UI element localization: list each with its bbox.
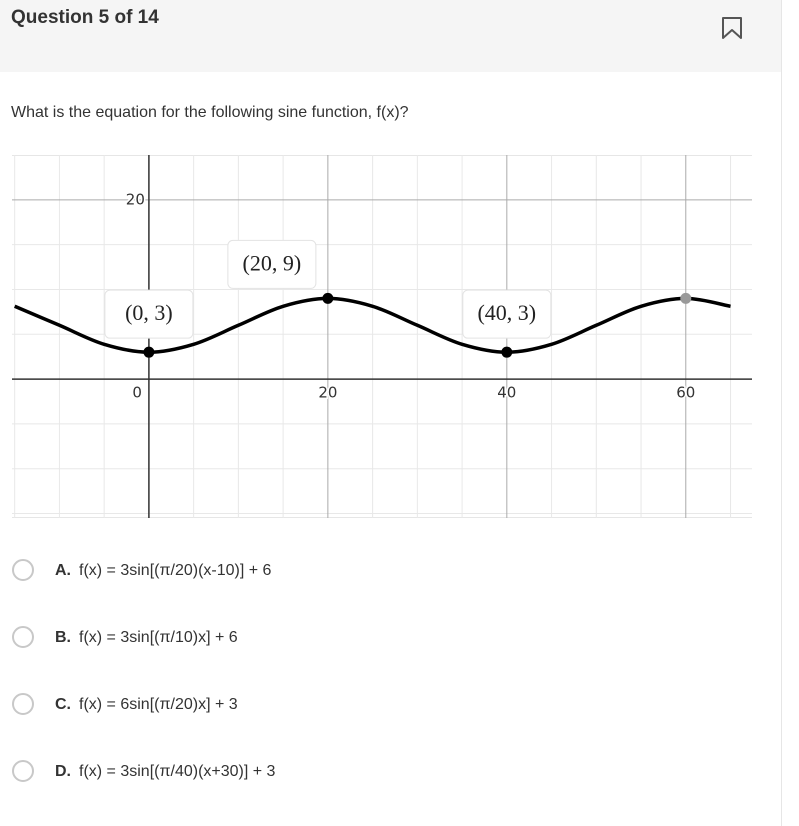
point-label-text: (20, 9)	[243, 250, 302, 275]
answer-option[interactable]: D. f(x) = 3sin[(π/40)(x+30)] + 3	[12, 760, 412, 786]
radio-button[interactable]	[12, 693, 34, 715]
option-letter: B.	[55, 629, 71, 646]
point-label: (40, 3)	[462, 289, 552, 339]
x-tick-label: 60	[676, 384, 695, 402]
bookmark-button[interactable]	[721, 16, 743, 40]
header: Question 5 of 14	[0, 0, 781, 72]
label-box	[104, 289, 194, 339]
question-counter: Question 5 of 14	[11, 7, 159, 28]
answer-option[interactable]: A. f(x) = 3sin[(π/20)(x-10)] + 6	[12, 559, 412, 585]
answer-option[interactable]: C. f(x) = 6sin[(π/20)x] + 3	[12, 693, 412, 719]
question-text: What is the equation for the following s…	[11, 104, 409, 121]
label-box	[462, 289, 552, 339]
point-label-text: (40, 3)	[477, 300, 536, 325]
x-tick-label: 40	[497, 384, 516, 402]
option-letter: A.	[55, 562, 71, 579]
radio-button[interactable]	[12, 559, 34, 581]
sine-curve	[14, 296, 731, 354]
point-label: (0, 3)	[104, 289, 194, 339]
option-text: f(x) = 3sin[(π/10)x] + 6	[79, 629, 238, 646]
y-tick-label: 20	[126, 190, 145, 208]
point-label: (20, 9)	[227, 239, 317, 289]
option-letter: C.	[55, 696, 71, 713]
radio-button[interactable]	[12, 760, 34, 782]
point	[501, 346, 513, 358]
label-box	[227, 239, 317, 289]
radio-button[interactable]	[12, 626, 34, 648]
x-tick-label: 20	[318, 384, 337, 402]
option-text: f(x) = 3sin[(π/40)(x+30)] + 3	[79, 763, 276, 780]
answer-option[interactable]: B. f(x) = 3sin[(π/10)x] + 6	[12, 626, 412, 652]
option-text: f(x) = 3sin[(π/20)(x-10)] + 6	[79, 562, 272, 579]
point	[680, 292, 692, 304]
option-text: f(x) = 6sin[(π/20)x] + 3	[79, 696, 238, 713]
point	[322, 292, 334, 304]
divider	[781, 0, 782, 826]
point-label-text: (0, 3)	[125, 300, 173, 325]
graph: 0 20 40 60 20 (0, 3) (20, 9) (40, 3)	[12, 155, 752, 518]
x-tick-label: 0	[132, 384, 142, 402]
option-letter: D.	[55, 763, 71, 780]
point	[143, 346, 155, 358]
